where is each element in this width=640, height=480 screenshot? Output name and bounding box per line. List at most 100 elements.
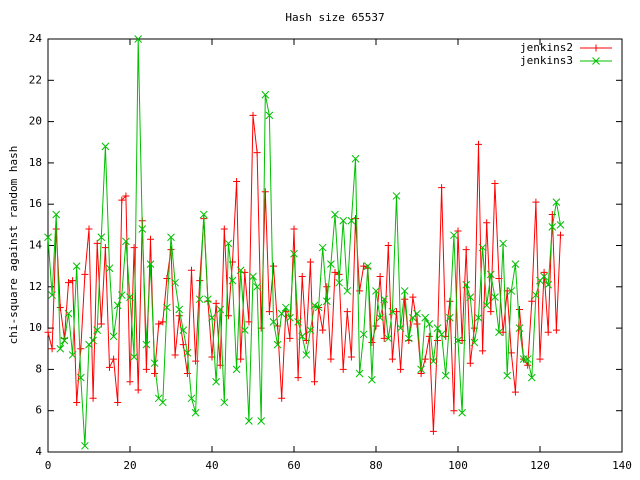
data-point [232, 365, 241, 374]
y-tick-label: 4 [35, 445, 42, 458]
data-point [97, 233, 106, 242]
x-tick-label: 20 [123, 459, 136, 472]
data-point [478, 243, 487, 252]
data-point [429, 357, 438, 365]
data-point [298, 272, 306, 280]
data-point [487, 308, 495, 316]
data-point [228, 276, 237, 285]
data-point [318, 243, 327, 252]
data-point [434, 336, 441, 344]
y-tick-label: 10 [29, 321, 42, 334]
data-point [323, 283, 331, 291]
data-point [314, 303, 323, 312]
data-point [527, 373, 536, 382]
data-point [265, 308, 273, 316]
data-point [524, 361, 532, 369]
data-point [240, 326, 249, 335]
data-point [93, 326, 102, 335]
data-point [331, 268, 339, 276]
data-point [335, 278, 343, 287]
data-point [93, 239, 101, 247]
data-point [130, 244, 138, 252]
data-point [81, 270, 89, 278]
data-point [322, 297, 331, 306]
x-tick-label: 80 [369, 459, 382, 472]
data-point [212, 377, 220, 386]
data-point [167, 246, 175, 254]
data-point [372, 287, 380, 295]
data-point [159, 318, 167, 326]
data-point [552, 326, 560, 334]
data-point [147, 235, 154, 243]
data-point [196, 277, 204, 285]
data-point [298, 332, 307, 341]
data-point [175, 312, 183, 320]
data-point [167, 233, 175, 242]
data-point [48, 345, 56, 353]
data-point [155, 320, 163, 328]
y-tick-label: 12 [29, 280, 42, 293]
data-point [540, 272, 548, 281]
data-point [511, 388, 519, 396]
data-point [499, 239, 507, 248]
data-point [158, 398, 167, 407]
data-point [81, 441, 89, 450]
data-point [401, 295, 409, 303]
data-point [515, 324, 524, 332]
data-point [85, 225, 93, 233]
y-tick-label: 6 [35, 404, 42, 417]
data-point [257, 324, 265, 332]
data-point [544, 328, 552, 336]
data-point [150, 359, 159, 368]
data-point [253, 149, 261, 157]
data-point [556, 220, 565, 229]
data-point [536, 355, 544, 363]
data-point [72, 262, 81, 271]
data-point [503, 371, 512, 380]
data-point [417, 370, 425, 378]
chart-title: Hash size 65537 [285, 11, 384, 24]
data-point [482, 301, 491, 310]
data-point [204, 295, 212, 304]
data-point [106, 363, 113, 371]
data-point [393, 308, 400, 316]
data-point [475, 140, 482, 148]
data-point [179, 326, 188, 335]
data-point [516, 306, 523, 314]
data-point [171, 351, 179, 359]
data-point [491, 293, 499, 301]
data-point [413, 309, 421, 318]
data-point [286, 334, 294, 342]
data-point [101, 142, 110, 151]
data-point [495, 328, 503, 337]
data-point [413, 320, 421, 328]
data-point [425, 320, 434, 328]
data-point [421, 313, 430, 322]
data-point [195, 295, 204, 304]
data-point [277, 309, 286, 318]
data-point [290, 249, 298, 258]
data-point [462, 246, 470, 254]
data-point [110, 355, 118, 363]
data-point [245, 417, 253, 425]
data-point [306, 326, 315, 335]
data-point [523, 355, 532, 363]
data-point [380, 334, 388, 342]
data-point [216, 305, 225, 314]
data-point [356, 287, 364, 295]
data-point [483, 219, 491, 227]
data-point [446, 297, 454, 305]
data-point [142, 340, 151, 349]
data-point [433, 324, 442, 332]
data-point [343, 287, 352, 295]
y-tick-label: 14 [29, 239, 43, 252]
data-point [388, 355, 396, 363]
x-tick-label: 0 [45, 459, 52, 472]
data-point [404, 334, 413, 343]
data-point [142, 365, 150, 373]
data-point [311, 378, 318, 386]
x-tick-label: 100 [448, 459, 468, 472]
data-point [548, 223, 557, 231]
data-point [191, 408, 200, 417]
